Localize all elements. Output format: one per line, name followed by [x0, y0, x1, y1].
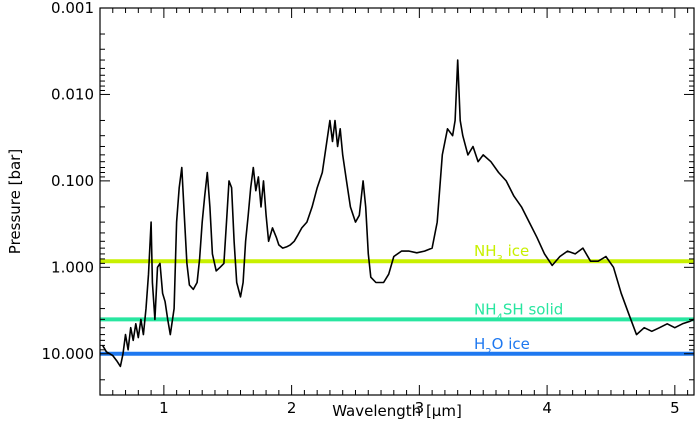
- x-tick-label: 4: [542, 399, 552, 417]
- x-tick-label: 5: [670, 399, 680, 417]
- x-tick-label: 2: [287, 399, 297, 417]
- y-axis-label: Pressure [bar]: [6, 149, 24, 254]
- x-tick-label: 1: [159, 399, 169, 417]
- y-tick-label: 1.000: [51, 258, 94, 276]
- y-tick-label: 0.010: [51, 85, 94, 103]
- y-tick-label: 0.100: [51, 172, 94, 190]
- series-line-0: [101, 59, 694, 368]
- plot-frame: [99, 7, 695, 396]
- cloud-label-nh4sh: NH4SH solid: [474, 300, 563, 323]
- x-tick-label: 3: [415, 399, 425, 417]
- y-tick-label: 10.000: [42, 345, 95, 363]
- x-axis-label: Wavelength [μm]: [332, 402, 462, 420]
- y-tick-label: 0.001: [51, 0, 94, 17]
- cloud-label-h2o: H2O ice: [474, 335, 530, 358]
- cloud-label-nh3: NH3 ice: [474, 242, 529, 265]
